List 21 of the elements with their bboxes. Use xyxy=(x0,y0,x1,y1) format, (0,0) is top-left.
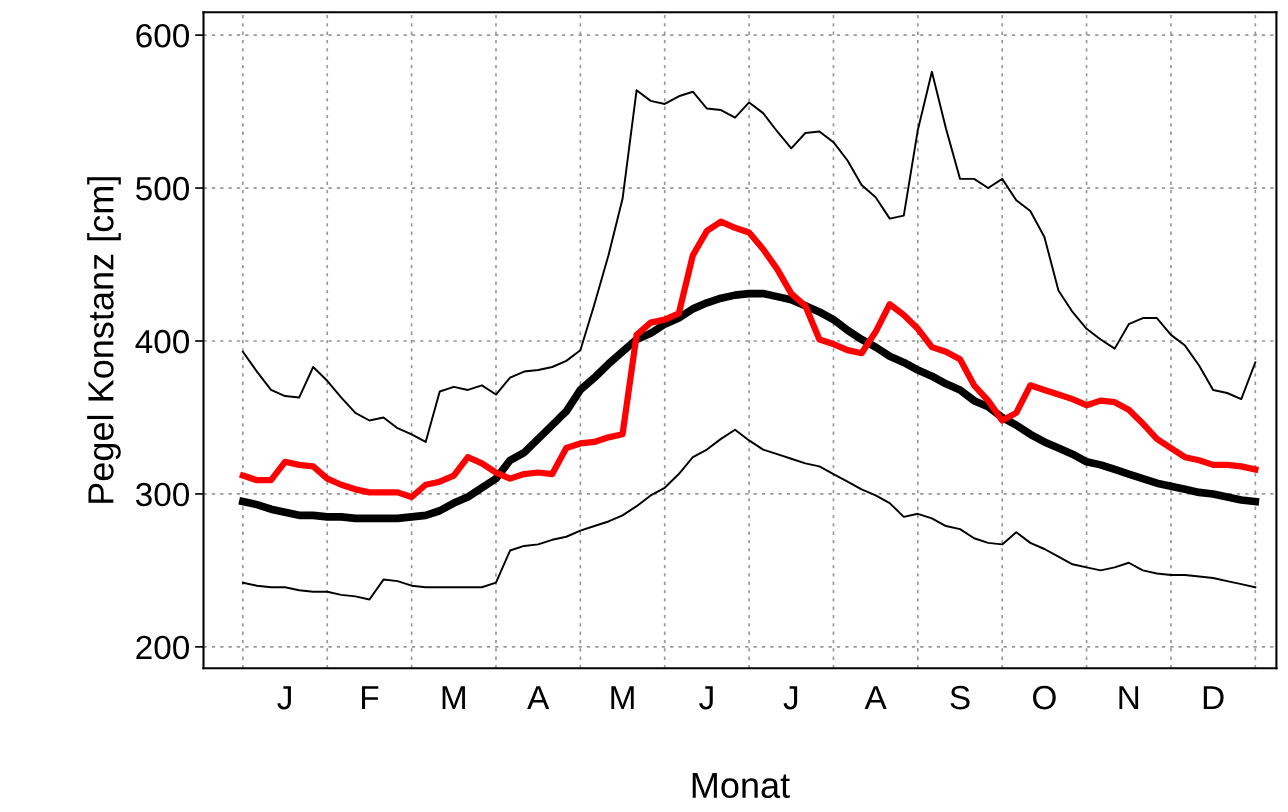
x-tick-label: J xyxy=(783,686,798,710)
line-series xyxy=(241,428,1257,601)
x-tick-label: J xyxy=(277,686,291,710)
line-series xyxy=(241,70,1257,443)
x-tick-label: J xyxy=(699,686,713,710)
y-tick-label: 300 xyxy=(135,482,190,507)
x-tick-label: N xyxy=(1119,686,1139,710)
y-tick-label: 200 xyxy=(136,635,190,660)
x-tick-label: F xyxy=(361,686,379,710)
x-tick-label: A xyxy=(527,686,550,710)
y-tick-label: 500 xyxy=(136,176,190,201)
x-tick-label: O xyxy=(1033,685,1056,710)
x-tick-label: D xyxy=(1203,686,1224,710)
x-axis-title: Monat xyxy=(692,772,790,799)
x-tick-label: M xyxy=(611,686,634,710)
y-tick-label: 400 xyxy=(135,329,190,354)
x-tick-label: S xyxy=(950,685,970,710)
x-tick-label: M xyxy=(442,686,465,710)
y-axis-title: Pegel Konstanz [cm] xyxy=(87,177,121,503)
x-tick-label: A xyxy=(864,686,887,710)
y-tick-label: 600 xyxy=(136,23,190,48)
